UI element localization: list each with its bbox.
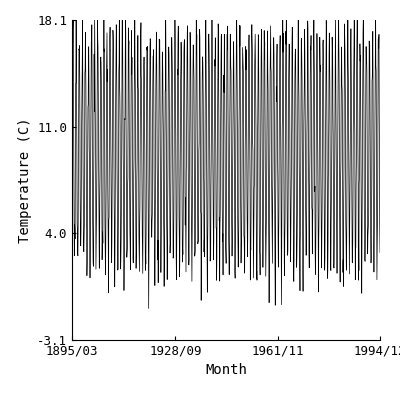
X-axis label: Month: Month: [205, 364, 247, 378]
Y-axis label: Temperature (C): Temperature (C): [18, 117, 32, 243]
